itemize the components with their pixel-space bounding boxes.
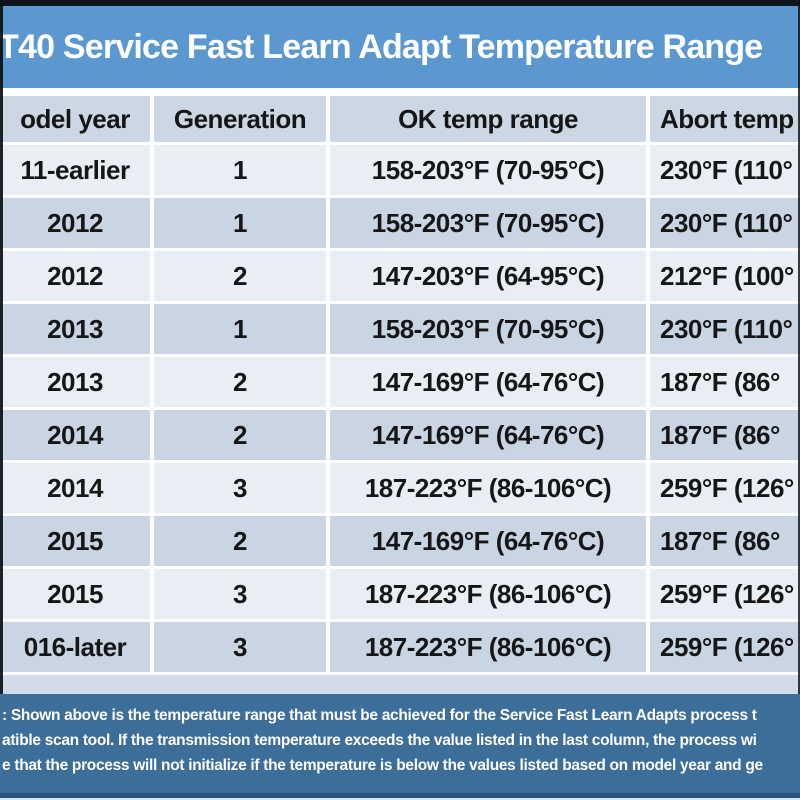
table-row: 016-later 3 187-223°F (86-106°C) 259°F (126… bbox=[0, 622, 800, 672]
table-cell: 016-later bbox=[0, 622, 150, 672]
table-cell: 158-203°F (70-95°C) bbox=[330, 304, 646, 354]
table-cell: 2 bbox=[154, 251, 326, 301]
note-line: e that the process will not initialize i… bbox=[2, 757, 763, 774]
table-cell: 259°F (126° bbox=[650, 622, 800, 672]
table-cell: 147-169°F (64-76°C) bbox=[330, 357, 646, 407]
header-model-year: odel year bbox=[0, 96, 150, 142]
table-cell: 158-203°F (70-95°C) bbox=[330, 145, 646, 195]
left-edge-border bbox=[0, 0, 3, 694]
table-row: 2013 2 147-169°F (64-76°C) 187°F (86° bbox=[0, 357, 800, 407]
table-cell: 11-earlier bbox=[0, 145, 150, 195]
table-row: 2012 1 158-203°F (70-95°C) 230°F (110° bbox=[0, 198, 800, 248]
table-cell: 2013 bbox=[0, 357, 150, 407]
table-cell: 2013 bbox=[0, 304, 150, 354]
table-cell: 187-223°F (86-106°C) bbox=[330, 569, 646, 619]
table-cell: 147-169°F (64-76°C) bbox=[330, 516, 646, 566]
table-cell: 1 bbox=[154, 304, 326, 354]
table-cell: 2015 bbox=[0, 569, 150, 619]
table-cell: 3 bbox=[154, 569, 326, 619]
note-line: : Shown above is the temperature range t… bbox=[2, 707, 757, 724]
table-header-row: odel year Generation OK temp range Abort… bbox=[0, 96, 800, 142]
table-cell: 187°F (86° bbox=[650, 516, 800, 566]
table-cell: 3 bbox=[154, 622, 326, 672]
header-generation: Generation bbox=[154, 96, 326, 142]
table-cell: 147-169°F (64-76°C) bbox=[330, 410, 646, 460]
table-cell: 212°F (100° bbox=[650, 251, 800, 301]
header-ok-temp: OK temp range bbox=[330, 96, 646, 142]
table-cell: 2 bbox=[154, 516, 326, 566]
table-row: 2014 3 187-223°F (86-106°C) 259°F (126° bbox=[0, 463, 800, 513]
table-row: 2015 2 147-169°F (64-76°C) 187°F (86° bbox=[0, 516, 800, 566]
table-cell: 1 bbox=[154, 198, 326, 248]
note-bar: : Shown above is the temperature range t… bbox=[0, 694, 800, 793]
table-cell: 2 bbox=[154, 357, 326, 407]
page-title: T40 Service Fast Learn Adapt Temperature… bbox=[0, 27, 763, 66]
table-cell: 230°F (110° bbox=[650, 198, 800, 248]
table-cell: 230°F (110° bbox=[650, 304, 800, 354]
bottom-edge-line bbox=[0, 798, 800, 800]
table-cell: 2015 bbox=[0, 516, 150, 566]
table-cell: 259°F (126° bbox=[650, 463, 800, 513]
table-cell: 2012 bbox=[0, 251, 150, 301]
table-cell: 2014 bbox=[0, 410, 150, 460]
table-cell: 2014 bbox=[0, 463, 150, 513]
table-cell: 1 bbox=[154, 145, 326, 195]
table-cell: 187-223°F (86-106°C) bbox=[330, 622, 646, 672]
table-cell: 147-203°F (64-95°C) bbox=[330, 251, 646, 301]
table-row: 2015 3 187-223°F (86-106°C) 259°F (126° bbox=[0, 569, 800, 619]
table-cell: 2012 bbox=[0, 198, 150, 248]
table-cell: 3 bbox=[154, 463, 326, 513]
table-row: 11-earlier 1 158-203°F (70-95°C) 230°F (110… bbox=[0, 145, 800, 195]
note-line: atible scan tool. If the transmission te… bbox=[2, 732, 757, 749]
table-cell: 158-203°F (70-95°C) bbox=[330, 198, 646, 248]
table-footer-band bbox=[0, 675, 800, 694]
temperature-table: odel year Generation OK temp range Abort… bbox=[0, 96, 800, 675]
table-cell: 2 bbox=[154, 410, 326, 460]
top-edge-strip bbox=[0, 0, 800, 6]
bottom-strip bbox=[0, 793, 800, 798]
table-cell: 230°F (110° bbox=[650, 145, 800, 195]
table-row: 2013 1 158-203°F (70-95°C) 230°F (110° bbox=[0, 304, 800, 354]
table-body: 11-earlier 1 158-203°F (70-95°C) 230°F (110… bbox=[0, 145, 800, 672]
right-edge-border bbox=[798, 0, 800, 694]
header-abort-temp: Abort temp bbox=[650, 96, 800, 142]
table-cell: 187-223°F (86-106°C) bbox=[330, 463, 646, 513]
table-row: 2014 2 147-169°F (64-76°C) 187°F (86° bbox=[0, 410, 800, 460]
table-cell: 187°F (86° bbox=[650, 410, 800, 460]
table-row: 2012 2 147-203°F (64-95°C) 212°F (100° bbox=[0, 251, 800, 301]
title-bar: T40 Service Fast Learn Adapt Temperature… bbox=[0, 6, 800, 88]
table-cell: 259°F (126° bbox=[650, 569, 800, 619]
table-cell: 187°F (86° bbox=[650, 357, 800, 407]
